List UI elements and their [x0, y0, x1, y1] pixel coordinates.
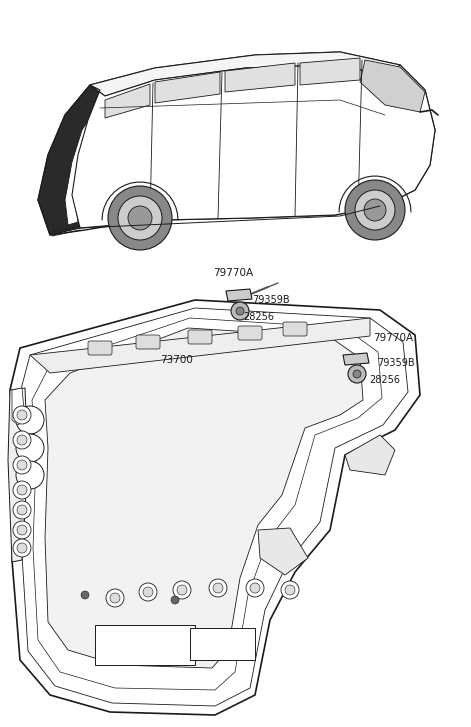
Text: 79359B: 79359B: [377, 358, 414, 368]
Circle shape: [231, 302, 249, 320]
Polygon shape: [225, 63, 295, 92]
Circle shape: [118, 196, 162, 240]
Circle shape: [128, 206, 152, 230]
FancyBboxPatch shape: [95, 625, 195, 665]
Circle shape: [106, 589, 124, 607]
Polygon shape: [105, 84, 150, 118]
Polygon shape: [38, 52, 435, 235]
Circle shape: [16, 406, 44, 434]
Polygon shape: [258, 528, 308, 575]
Polygon shape: [10, 300, 420, 715]
Circle shape: [17, 525, 27, 535]
Circle shape: [13, 521, 31, 539]
Polygon shape: [226, 289, 252, 301]
FancyBboxPatch shape: [283, 322, 307, 336]
Circle shape: [246, 579, 264, 597]
Circle shape: [17, 505, 27, 515]
Circle shape: [110, 593, 120, 603]
FancyBboxPatch shape: [88, 341, 112, 355]
Circle shape: [108, 186, 172, 250]
Circle shape: [16, 434, 44, 462]
Polygon shape: [300, 58, 360, 85]
Circle shape: [13, 539, 31, 557]
Text: 73700: 73700: [160, 355, 193, 365]
Circle shape: [171, 596, 179, 604]
Text: 28256: 28256: [243, 312, 274, 322]
Text: 79770A: 79770A: [213, 268, 253, 278]
Polygon shape: [45, 328, 363, 668]
Circle shape: [355, 190, 395, 230]
Circle shape: [13, 406, 31, 424]
Polygon shape: [90, 52, 400, 96]
FancyBboxPatch shape: [190, 628, 255, 660]
Polygon shape: [72, 65, 435, 228]
Circle shape: [17, 485, 27, 495]
Circle shape: [281, 581, 299, 599]
Circle shape: [13, 501, 31, 519]
Circle shape: [348, 365, 366, 383]
Circle shape: [13, 481, 31, 499]
Circle shape: [285, 585, 295, 595]
Circle shape: [13, 456, 31, 474]
Circle shape: [213, 583, 223, 593]
Circle shape: [250, 583, 260, 593]
Circle shape: [345, 180, 405, 240]
Polygon shape: [30, 318, 370, 373]
Text: 28256: 28256: [369, 375, 400, 385]
FancyBboxPatch shape: [136, 335, 160, 349]
Polygon shape: [65, 115, 98, 225]
Circle shape: [17, 435, 27, 445]
Polygon shape: [155, 72, 220, 103]
Circle shape: [139, 583, 157, 601]
Circle shape: [16, 461, 44, 489]
Polygon shape: [360, 60, 425, 112]
FancyBboxPatch shape: [188, 330, 212, 344]
Polygon shape: [8, 388, 28, 562]
Circle shape: [364, 199, 386, 221]
Circle shape: [17, 543, 27, 553]
Text: 79770A: 79770A: [373, 333, 413, 343]
Circle shape: [143, 587, 153, 597]
Polygon shape: [38, 85, 100, 235]
Polygon shape: [12, 388, 25, 425]
Circle shape: [81, 591, 89, 599]
FancyBboxPatch shape: [238, 326, 262, 340]
Circle shape: [17, 460, 27, 470]
Circle shape: [13, 431, 31, 449]
Circle shape: [173, 581, 191, 599]
Polygon shape: [343, 353, 369, 365]
Circle shape: [17, 410, 27, 420]
Circle shape: [353, 370, 361, 378]
Text: 79359B: 79359B: [252, 295, 290, 305]
Circle shape: [209, 579, 227, 597]
Circle shape: [177, 585, 187, 595]
Polygon shape: [345, 435, 395, 475]
Circle shape: [236, 307, 244, 315]
